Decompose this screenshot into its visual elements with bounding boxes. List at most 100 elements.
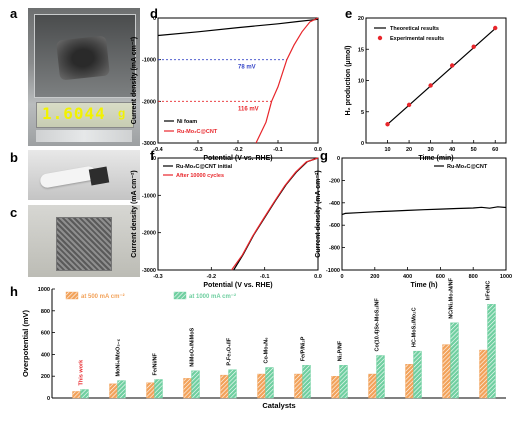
category-label-h: IrFe/NC	[486, 281, 492, 301]
y-tick-label-g: -600	[329, 223, 340, 229]
x-axis-label-g: Time (h)	[410, 282, 437, 289]
plot-frame-f	[157, 157, 319, 271]
legend-label-f: After 10000 cycles	[176, 173, 224, 179]
y-axis-label-h: Overpotential (mV)	[21, 309, 30, 377]
y-tick-label-e: 0	[361, 141, 364, 147]
bar-h	[376, 355, 385, 399]
series-line-f	[233, 157, 319, 271]
balance-unit: g	[118, 106, 126, 120]
y-tick-label-d: -3000	[142, 141, 156, 147]
photo-c-mesh	[28, 205, 140, 277]
bar-h	[146, 382, 155, 399]
category-label-h: Ni₂P/NF	[338, 340, 344, 361]
y-tick-label-g: -1000	[326, 268, 340, 274]
bar-h	[302, 365, 311, 399]
y-tick-label-g: -400	[329, 201, 340, 207]
category-label-h: HC-MoS₂/Mo₂C	[412, 307, 418, 347]
category-label-h: NiMoO₄/NiMoS	[190, 327, 196, 366]
category-label-h: This work	[79, 359, 85, 386]
x-tick-label-e: 40	[449, 147, 455, 153]
bar-h	[191, 370, 200, 399]
annotation-label-d: 116 mV	[238, 106, 259, 112]
legend-label-e: Experimental results	[390, 36, 444, 42]
balance-readout: 1.6044	[42, 104, 106, 123]
legend-label-h: at 500 mA cm⁻²	[81, 293, 125, 300]
panel-letter-f: f	[150, 148, 155, 163]
y-tick-label-h: 400	[41, 352, 50, 358]
photo-b-electrode	[28, 150, 140, 200]
bar-h	[183, 378, 192, 399]
x-tick-label-d: -0.2	[233, 147, 242, 153]
x-tick-label-f: -0.3	[153, 274, 162, 280]
bar-h	[220, 374, 229, 399]
mesh-sample	[56, 217, 112, 271]
data-point-e	[493, 25, 498, 31]
x-axis-label-h: Catalysts	[262, 401, 295, 410]
legend-swatch-e	[377, 35, 383, 41]
y-tick-label-h: 800	[41, 309, 50, 315]
legend-label-d: Ni foam	[177, 119, 197, 125]
data-point-e	[471, 44, 476, 49]
bar-h	[331, 376, 340, 399]
x-tick-label-d: -0.4	[153, 147, 163, 153]
annotation-label-d: 78 mV	[238, 65, 256, 71]
y-axis-label-d: Current density (mA cm⁻²)	[131, 37, 138, 124]
x-tick-label-g: 800	[469, 274, 478, 280]
legend-swatch-h	[173, 291, 187, 300]
photo-a-balance: 1.6044 g	[28, 8, 140, 146]
bar-h	[479, 349, 488, 399]
category-label-h: Co-Mo₅N₆	[264, 337, 270, 364]
x-tick-label-g: 0	[340, 274, 343, 280]
x-tick-label-d: -0.3	[193, 147, 202, 153]
y-tick-label-g: 0	[337, 156, 340, 162]
y-tick-label-f: -3000	[142, 268, 156, 274]
bar-h	[117, 380, 126, 399]
category-label-h: MoNi₄/MoO₃₋ₓ	[116, 338, 122, 376]
panel-letter-g: g	[320, 148, 328, 163]
x-tick-label-e: 10	[384, 147, 390, 153]
series-line-d	[255, 17, 319, 144]
y-tick-label-g: -200	[329, 178, 340, 184]
y-tick-label-e: 20	[358, 16, 364, 22]
x-tick-label-f: -0.1	[260, 274, 269, 280]
bar-h	[487, 304, 496, 399]
y-tick-label-h: 600	[41, 331, 50, 337]
y-tick-label-d: 0	[153, 16, 156, 22]
panel-letter-b: b	[10, 150, 18, 165]
panel-letter-d: d	[150, 6, 158, 21]
balance-keypad	[36, 130, 132, 142]
legend-label-e: Theoretical results	[390, 26, 439, 32]
legend-label-f: Ru-Mo₂C@CNT initial	[176, 164, 233, 170]
x-tick-label-d: 0.0	[314, 147, 322, 153]
bar-h	[228, 369, 237, 399]
balance-display	[36, 102, 134, 128]
x-tick-label-g: 1000	[500, 274, 512, 280]
bar-h	[450, 322, 459, 399]
x-tick-label-e: 50	[471, 147, 477, 153]
plot-frame-g	[341, 157, 507, 271]
category-label-h: NC/Ni₂Mo₃N/NF	[449, 277, 455, 318]
y-tick-label-f: 0	[153, 156, 156, 162]
series-line-f	[231, 157, 319, 271]
bar-h	[405, 364, 414, 399]
y-tick-label-e: 5	[361, 110, 364, 116]
y-tick-label-h: 200	[41, 374, 50, 380]
bar-h	[294, 373, 303, 399]
bar-h	[442, 344, 451, 399]
y-tick-label-e: 15	[358, 47, 364, 53]
y-tick-label-g: -800	[329, 246, 340, 252]
x-tick-label-e: 30	[428, 147, 434, 153]
x-tick-label-f: 0.0	[314, 274, 322, 280]
data-point-e	[385, 122, 390, 127]
data-point-e	[406, 102, 412, 108]
panel-letter-a: a	[10, 6, 18, 21]
series-line-d	[157, 18, 319, 37]
x-tick-label-g: 600	[436, 274, 445, 280]
x-tick-label-f: -0.2	[207, 274, 216, 280]
x-tick-label-g: 200	[370, 274, 379, 280]
x-axis-label-f: Potential (V vs. RHE)	[203, 282, 272, 289]
bar-h	[413, 350, 422, 399]
panel-letter-c: c	[10, 205, 18, 220]
y-tick-label-h: 0	[47, 396, 50, 402]
